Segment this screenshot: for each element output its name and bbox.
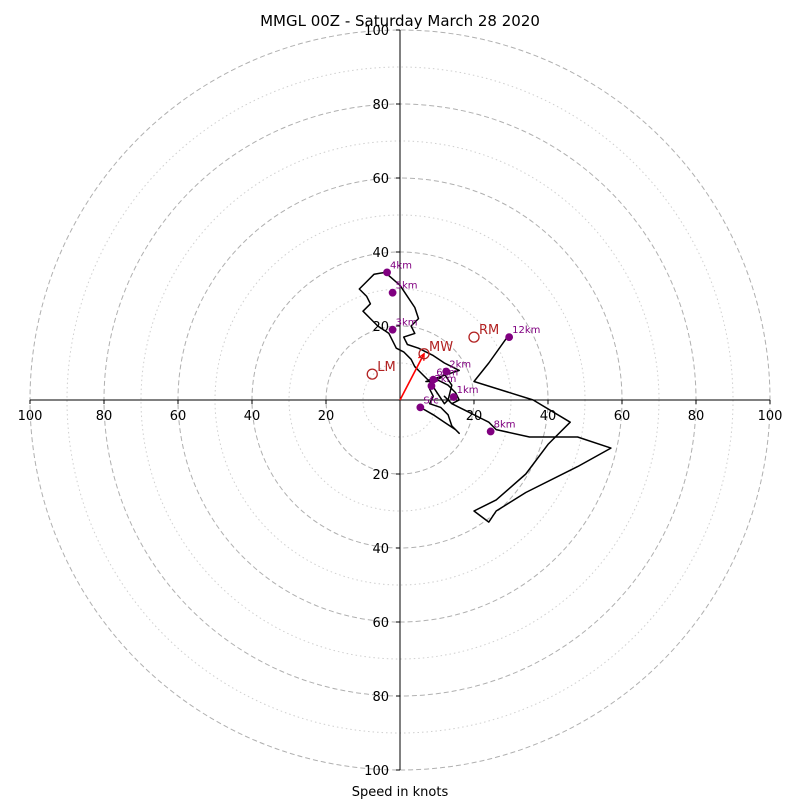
x-tick-label: 60 — [170, 409, 187, 424]
x-tick-label: 60 — [614, 409, 631, 424]
x-tick-label: 40 — [540, 409, 557, 424]
height-label: 1km — [457, 385, 479, 396]
y-tick-label: 80 — [372, 98, 389, 113]
height-marker — [427, 382, 436, 390]
y-tick-label: 60 — [372, 616, 389, 631]
y-tick-label: 40 — [372, 246, 389, 261]
height-label: Sfc — [423, 395, 438, 406]
height-label: 7km — [434, 374, 456, 385]
y-tick-label: 100 — [364, 24, 389, 39]
x-tick-label: 80 — [688, 409, 705, 424]
y-tick-label: 100 — [364, 764, 389, 779]
height-marker — [388, 288, 397, 297]
mean-wind-vector — [399, 353, 425, 401]
height-label: 2km — [449, 360, 471, 371]
y-tick-label: 60 — [372, 172, 389, 187]
height-label: 3km — [396, 318, 418, 329]
height-marker — [388, 325, 397, 334]
storm-motion-marker — [366, 368, 378, 380]
storm-motion-marker — [418, 348, 430, 360]
height-marker — [383, 268, 391, 277]
y-tick-label: 20 — [372, 468, 389, 483]
axes: 100 80 60 40 20 20 40 60 80 100100806040202040608… — [18, 24, 783, 779]
hodograph-trace — [358, 271, 612, 523]
x-tick-label: 100 — [18, 409, 43, 424]
height-marker — [442, 367, 451, 376]
height-label: 8km — [494, 419, 516, 430]
storm-motion-label: RM — [479, 323, 499, 338]
x-tick-label: 100 — [758, 409, 783, 424]
height-marker — [449, 393, 458, 401]
chart-title: MMGL 00Z - Saturday March 28 2020 — [260, 12, 540, 30]
y-tick-label: 80 — [372, 690, 389, 705]
storm-motion-label: MW — [429, 340, 453, 355]
height-marker — [486, 427, 495, 436]
storm-motion-marker — [468, 331, 480, 343]
x-tick-label: 20 — [318, 409, 335, 424]
height-label: 4km — [390, 260, 412, 271]
height-label: 6km — [436, 368, 458, 379]
x-tick-label: 80 — [96, 409, 113, 424]
y-tick-label: 40 — [372, 542, 389, 557]
height-label: 12km — [512, 325, 540, 336]
x-tick-label: 40 — [244, 409, 261, 424]
wind-trace — [358, 271, 612, 523]
storm-motion-label: LM — [377, 360, 395, 375]
height-marker — [416, 403, 425, 412]
height-marker — [505, 333, 514, 342]
height-label: 5km — [396, 281, 418, 292]
x-axis-label: Speed in knots — [352, 785, 449, 800]
